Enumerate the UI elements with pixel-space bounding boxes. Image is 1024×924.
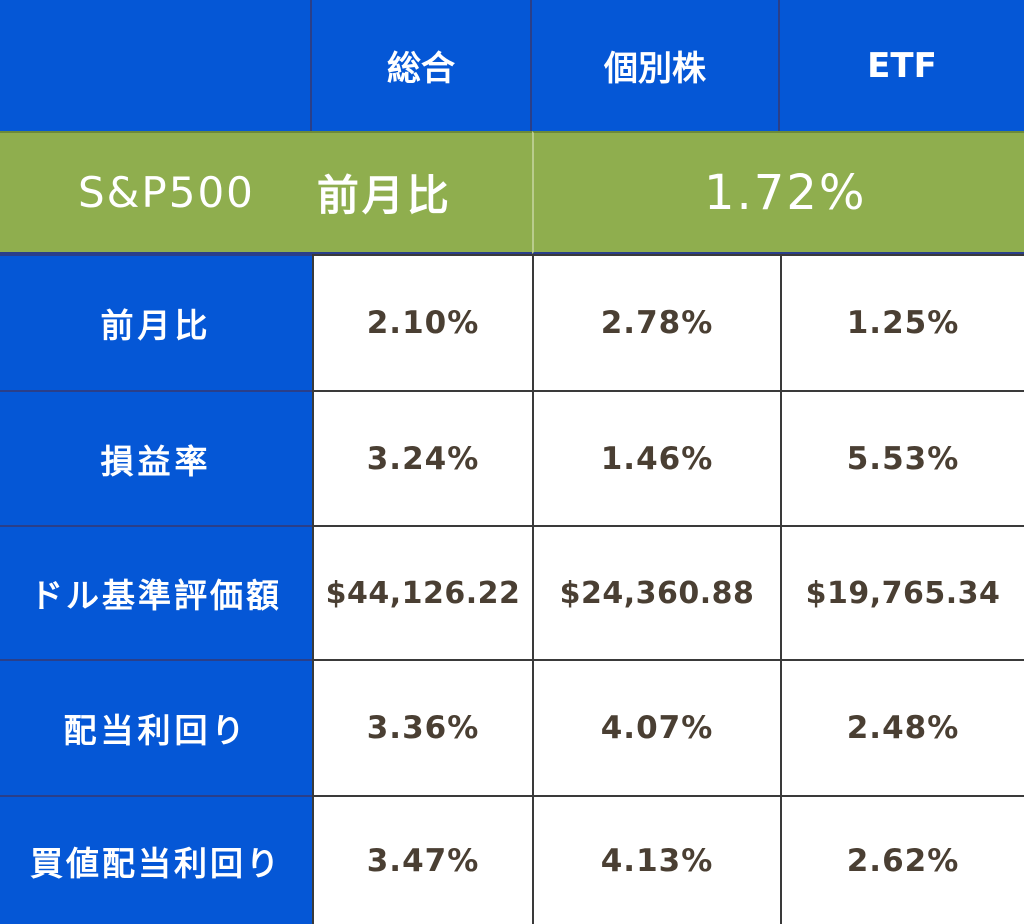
column-header-total: 総合	[312, 0, 532, 131]
benchmark-metric-label: 前月比	[316, 171, 452, 220]
column-header-individual-stocks: 個別株	[532, 0, 780, 131]
table-cell: 5.53%	[780, 390, 1024, 525]
table-cell: 2.78%	[532, 254, 780, 390]
table-cell: $44,126.22	[312, 525, 532, 659]
table-cell: 3.36%	[312, 659, 532, 795]
row-label-profit-rate: 損益率	[0, 390, 312, 525]
table-cell: 1.46%	[532, 390, 780, 525]
table-cell: 2.10%	[312, 254, 532, 390]
table-cell: 3.47%	[312, 795, 532, 924]
table-cell: 1.25%	[780, 254, 1024, 390]
benchmark-label-cell: S&P500 前月比	[0, 131, 532, 254]
table-cell: 4.13%	[532, 795, 780, 924]
table-cell: 4.07%	[532, 659, 780, 795]
column-header-etf: ETF	[780, 0, 1024, 131]
benchmark-name: S&P500	[78, 168, 255, 217]
table-cell: 3.24%	[312, 390, 532, 525]
header-corner-cell	[0, 0, 312, 131]
row-label-monthly-change: 前月比	[0, 254, 312, 390]
row-label-yield-on-cost: 買値配当利回り	[0, 795, 312, 924]
row-label-usd-valuation: ドル基準評価額	[0, 525, 312, 659]
table-cell: 2.48%	[780, 659, 1024, 795]
table-cell: $19,765.34	[780, 525, 1024, 659]
benchmark-value: 1.72%	[532, 131, 1024, 254]
table-cell: 2.62%	[780, 795, 1024, 924]
row-label-dividend-yield: 配当利回り	[0, 659, 312, 795]
table-cell: $24,360.88	[532, 525, 780, 659]
